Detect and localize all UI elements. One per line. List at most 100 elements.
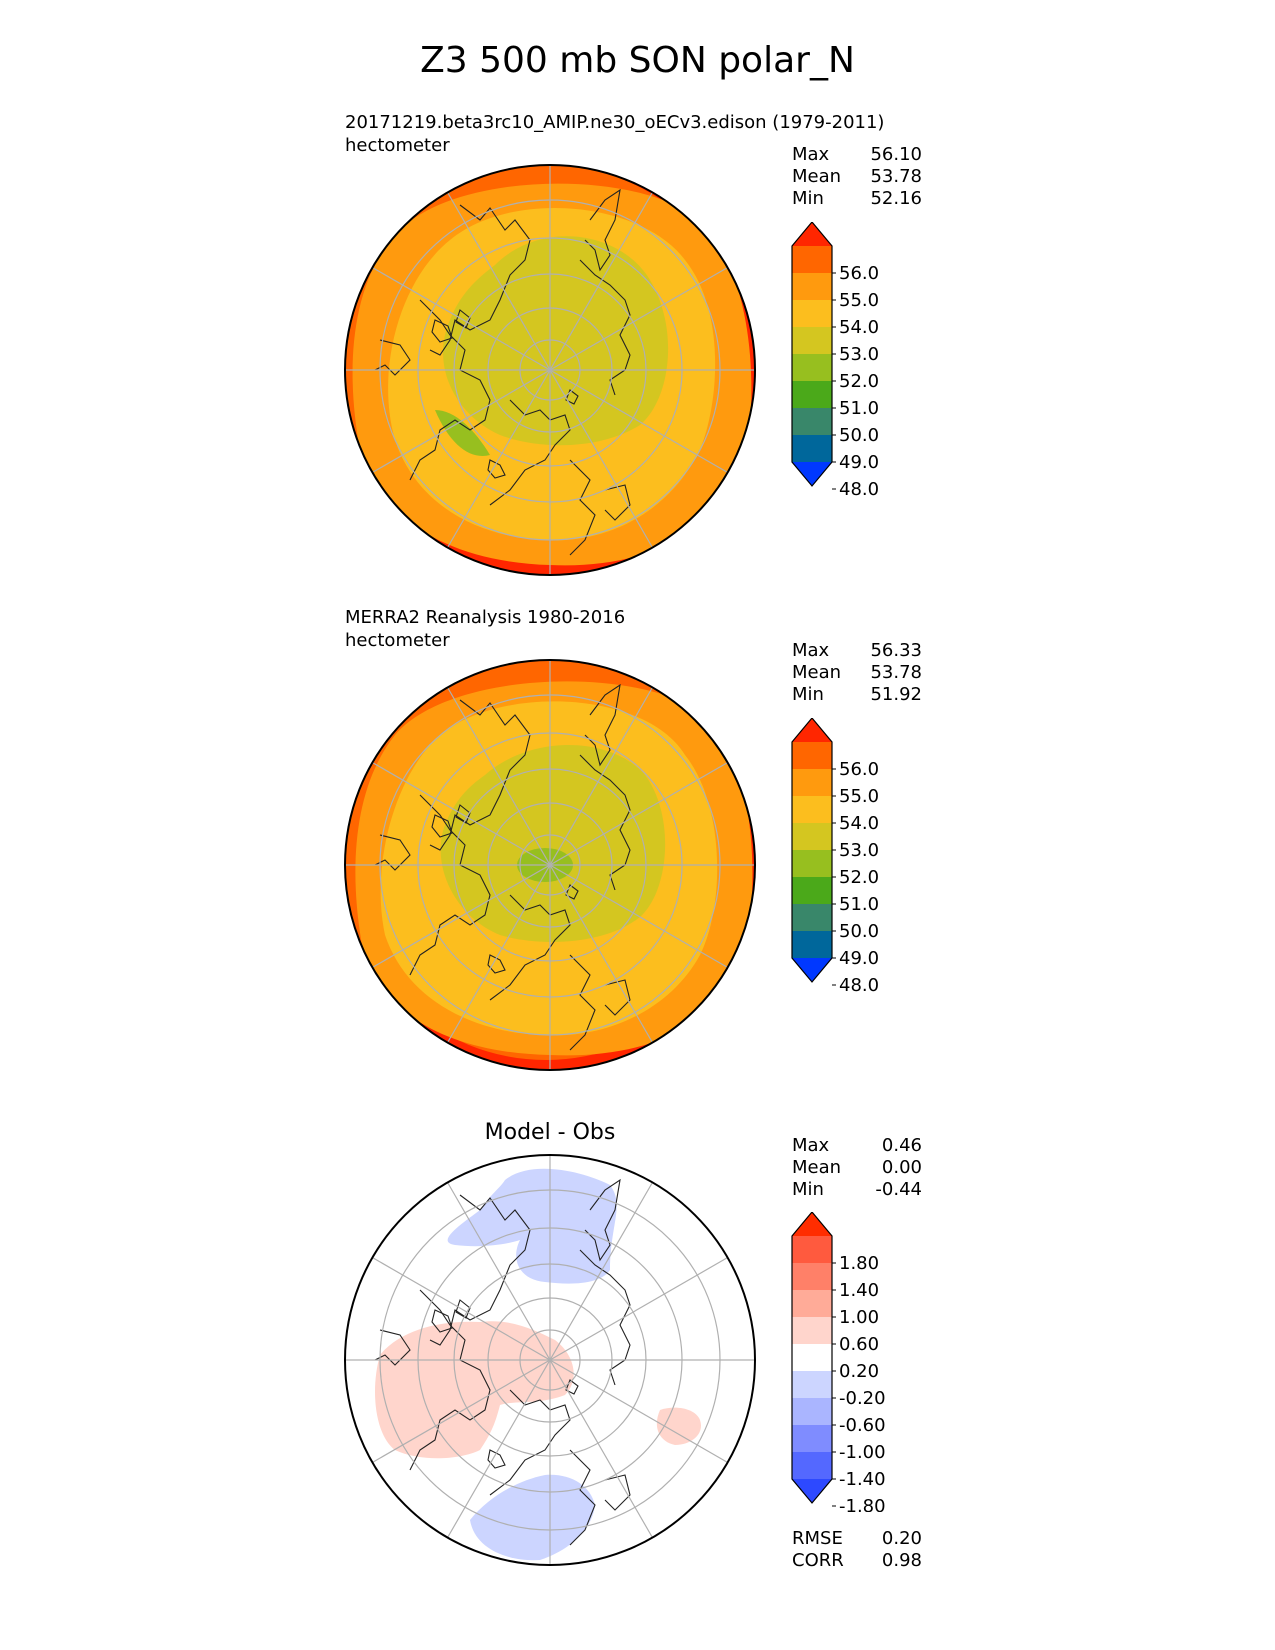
- colorbar-cell: [792, 1425, 832, 1452]
- colorbar-cell: [792, 1317, 832, 1344]
- colorbar-tick-label: 54.0: [839, 813, 879, 834]
- metric-label: RMSE: [792, 1528, 843, 1549]
- graticule: [345, 660, 755, 1070]
- colorbar-tick-label: 54.0: [839, 317, 879, 338]
- colorbar-cell: [792, 246, 832, 273]
- map-boundary: [344, 1154, 756, 1566]
- colorbar-cell: [792, 931, 832, 958]
- stat-label: Mean: [792, 662, 842, 683]
- colorbar-tick-label: 0.20: [839, 1361, 879, 1382]
- colorbar-tick-label: 49.0: [839, 452, 879, 473]
- colorbar-cell: [792, 904, 832, 931]
- colorbar-tick-label: 51.0: [839, 894, 879, 915]
- metric-label: CORR: [792, 1550, 844, 1571]
- panel-ref-subtitle: MERRA2 Reanalysis 1980-2016: [345, 607, 626, 628]
- colorbar-test: 56.0 55.0 54.0 53.0 52.0 51.0 50.0 49.0 48.0: [791, 222, 879, 500]
- stat-label: Max: [792, 1135, 830, 1156]
- colorbar-tick-label: 55.0: [839, 290, 879, 311]
- colorbar-extend-bottom: [792, 1479, 832, 1503]
- colorbar-tick-label: 53.0: [839, 840, 879, 861]
- stat-value: 53.78: [870, 166, 922, 187]
- page-title: Z3 500 mb SON polar_N: [420, 40, 855, 81]
- colorbar-cell: [792, 1371, 832, 1398]
- stat-label: Mean: [792, 166, 842, 187]
- stat-value: 0.00: [881, 1157, 922, 1178]
- stat-value: 56.10: [870, 144, 922, 165]
- colorbar-cell: [792, 769, 832, 796]
- panel-ref-stats: Max 56.33 Mean 53.78 Min 51.92: [792, 640, 922, 706]
- panel-diff-title: Model - Obs: [484, 1120, 616, 1145]
- metric-value: 0.20: [881, 1528, 922, 1549]
- stat-value: 52.16: [870, 188, 922, 209]
- colorbar-cell: [792, 796, 832, 823]
- panel-test-units: hectometer: [345, 135, 450, 156]
- field-blob-positive-atlantic: [375, 1321, 574, 1459]
- colorbar-cell: [792, 823, 832, 850]
- colorbar-tick-label: 48.0: [839, 975, 879, 996]
- colorbar-tick-label: 0.60: [839, 1334, 879, 1355]
- colorbar-tick-label: -0.60: [839, 1415, 886, 1436]
- colorbar-tick-label: -0.20: [839, 1388, 886, 1409]
- panel-ref-units: hectometer: [345, 630, 450, 651]
- stat-value: 0.46: [881, 1135, 922, 1156]
- polar-map-ref: [344, 659, 756, 1071]
- colorbar-diff: 1.80 1.40 1.00 0.60 0.20 -0.20 -0.60 -1.00 -1.40…: [791, 1212, 886, 1512]
- colorbar-tick-label: 49.0: [839, 948, 879, 969]
- panel-test-subtitle: 20171219.beta3rc10_AMIP.ne30_oECv3.ediso…: [345, 112, 885, 133]
- colorbar-cell: [792, 1236, 832, 1263]
- stat-value: 53.78: [870, 662, 922, 683]
- colorbar-tick-label: -1.40: [839, 1469, 886, 1490]
- colorbar-extend-top: [792, 718, 832, 742]
- colorbar-tick-label: 52.0: [839, 371, 879, 392]
- field-blob-negative-south: [470, 1474, 595, 1561]
- colorbar-cell: [792, 877, 832, 904]
- map-boundary: [344, 659, 756, 1071]
- colorbar-cell: [792, 1290, 832, 1317]
- stat-label: Min: [792, 684, 824, 705]
- colorbar-extend-bottom: [792, 958, 832, 982]
- field-blob-positive-pacific: [656, 1407, 701, 1445]
- colorbar-cell: [792, 300, 832, 327]
- colorbar-extend-top: [792, 1212, 832, 1236]
- colorbar-cell: [792, 1263, 832, 1290]
- colorbar-tick-label: 53.0: [839, 344, 879, 365]
- colorbar-cell: [792, 850, 832, 877]
- colorbar-cell: [792, 1398, 832, 1425]
- polar-map-test: [344, 164, 756, 576]
- panel-diff-metrics: RMSE 0.20 CORR 0.98: [792, 1528, 922, 1572]
- colorbar-cell: [792, 408, 832, 435]
- colorbar-tick-label: 1.40: [839, 1280, 879, 1301]
- colorbar-cell: [792, 354, 832, 381]
- colorbar-cell: [792, 1452, 832, 1479]
- panel-test-stats: Max 56.10 Mean 53.78 Min 52.16: [792, 144, 922, 210]
- colorbar-cell: [792, 742, 832, 769]
- colorbar-cell: [792, 381, 832, 408]
- colorbar-tick-label: 50.0: [839, 921, 879, 942]
- colorbar-cell: [792, 273, 832, 300]
- colorbar-tick-label: 1.80: [839, 1253, 879, 1274]
- colorbar-tick-label: 48.0: [839, 479, 879, 500]
- graticule: [345, 1155, 755, 1565]
- colorbar-tick-label: 51.0: [839, 398, 879, 419]
- metric-value: 0.98: [881, 1550, 922, 1571]
- colorbar-tick-label: 1.00: [839, 1307, 879, 1328]
- field-band-52: [440, 745, 666, 942]
- stat-label: Max: [792, 144, 830, 165]
- map-boundary: [344, 164, 756, 576]
- colorbar-extend-top: [792, 222, 832, 246]
- colorbar-tick-label: 50.0: [839, 425, 879, 446]
- stat-label: Min: [792, 1179, 824, 1200]
- stat-value: -0.44: [875, 1179, 922, 1200]
- stat-value: 56.33: [870, 640, 922, 661]
- colorbar-tick-label: 56.0: [839, 759, 879, 780]
- colorbar-cell: [792, 435, 832, 462]
- field-band-51: [435, 410, 490, 456]
- colorbar-cell: [792, 327, 832, 354]
- panel-diff-stats: Max 0.46 Mean 0.00 Min -0.44: [792, 1135, 922, 1201]
- colorbar-cell: [792, 1344, 832, 1371]
- colorbar-tick-label: 52.0: [839, 867, 879, 888]
- stat-label: Mean: [792, 1157, 842, 1178]
- colorbar-ref: 56.0 55.0 54.0 53.0 52.0 51.0 50.0 49.0 48.0: [791, 718, 879, 996]
- colorbar-tick-label: -1.00: [839, 1442, 886, 1463]
- polar-map-diff: [344, 1154, 756, 1566]
